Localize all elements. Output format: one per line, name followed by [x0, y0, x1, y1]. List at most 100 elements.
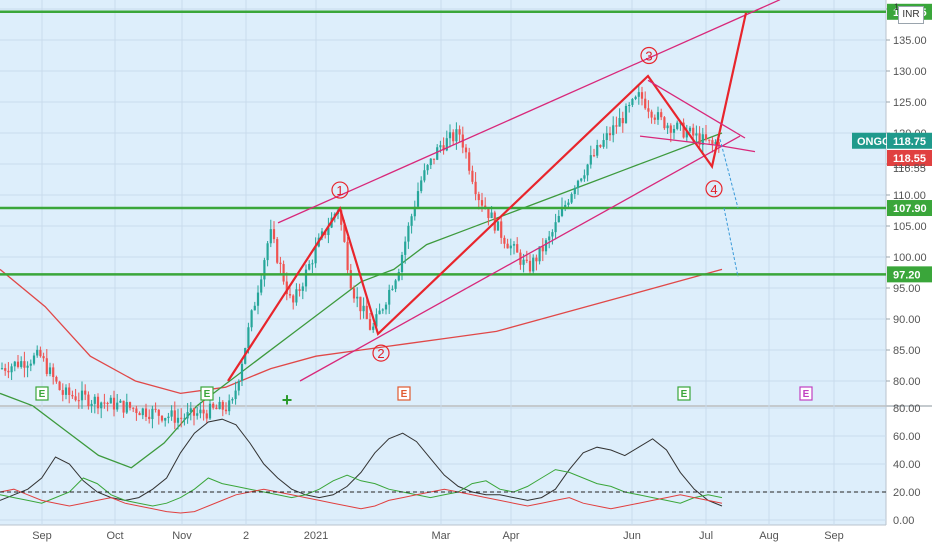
- earnings-badge-label: E: [204, 389, 211, 400]
- candle-body: [525, 259, 528, 261]
- candle-body: [688, 127, 692, 132]
- candle-body: [192, 408, 196, 416]
- symbol-tag-label: ONGC: [857, 136, 890, 148]
- candle-body: [404, 241, 407, 255]
- candle-body: [151, 408, 154, 420]
- candle-body: [695, 133, 698, 136]
- candle-body: [189, 408, 192, 413]
- wave-label-circle: [372, 344, 390, 362]
- triangle-lower-line: [639, 135, 756, 153]
- indicator-tick-label: 40.00: [893, 459, 921, 471]
- candle-body: [26, 365, 29, 368]
- candle-body: [397, 272, 400, 281]
- symbol-tag: [852, 132, 886, 149]
- candle-body: [423, 170, 426, 181]
- candle-body: [538, 246, 541, 262]
- candle-body: [301, 286, 304, 291]
- candle-body: [436, 147, 439, 160]
- candle-body: [365, 305, 368, 320]
- candle-body: [237, 380, 240, 391]
- wave-label-circle: [640, 46, 658, 65]
- candle-body: [394, 280, 397, 289]
- candle-body: [39, 349, 42, 357]
- candle-body: [64, 387, 68, 395]
- candle-body: [106, 402, 109, 404]
- candle-body: [586, 164, 589, 176]
- candle-body: [496, 221, 500, 231]
- candle-body: [528, 260, 532, 272]
- last-price-tag: [887, 132, 932, 149]
- candle-body: [288, 294, 292, 296]
- candle-body: [714, 142, 717, 144]
- drawings[interactable]: 12345: [227, 0, 781, 382]
- candle-body: [356, 296, 359, 299]
- candle-body: [391, 288, 394, 290]
- candle-body: [564, 204, 567, 208]
- candle-body: [349, 270, 352, 289]
- time-tick-label: Jul: [699, 530, 713, 542]
- candle-body: [215, 407, 218, 410]
- candle-body: [231, 399, 234, 401]
- candle-body: [701, 134, 704, 145]
- time-tick-label: Aug: [759, 530, 779, 542]
- time-tick-label: Sep: [824, 530, 844, 542]
- candle-body: [116, 402, 119, 410]
- candle-body: [458, 129, 461, 135]
- candle-body: [135, 408, 138, 414]
- time-tick-label: Oct: [106, 530, 123, 542]
- candle-body: [103, 402, 106, 404]
- time-axis[interactable]: Sep Oct Nov 2 2021 Mar Apr Jun Jul Aug Sep: [32, 530, 844, 542]
- candle-body: [660, 112, 663, 118]
- indicator-line: [0, 469, 723, 507]
- candle-body: [138, 413, 141, 416]
- candle-body: [637, 92, 640, 97]
- earnings-badges[interactable]: E E E E E +: [35, 386, 813, 410]
- candle-body: [292, 295, 295, 303]
- price-tick-label: 90.00: [893, 314, 921, 326]
- candle-body: [250, 310, 253, 328]
- candle-body: [628, 104, 631, 106]
- candle-body: [343, 224, 346, 242]
- candle-body: [560, 207, 564, 216]
- candle-body: [692, 127, 695, 136]
- candle-body: [45, 358, 48, 374]
- candle-body: [503, 237, 506, 244]
- candle-body: [685, 131, 688, 138]
- secondary-price-tag: [887, 149, 932, 166]
- horizontal-levels[interactable]: [0, 10, 886, 276]
- candle-body: [253, 305, 256, 311]
- tertiary-price-label: 116.55: [893, 163, 926, 175]
- price-tick-label: 135.00: [893, 35, 927, 47]
- currency-badge[interactable]: INR: [898, 6, 924, 24]
- candle-body: [682, 122, 685, 138]
- candle-body: [576, 180, 580, 188]
- candle-body: [474, 181, 477, 195]
- candle-body: [74, 396, 77, 401]
- candle-body: [567, 202, 570, 205]
- price-tick-label: 100.00: [893, 252, 927, 264]
- moving-average-green: [0, 132, 723, 469]
- candle-body: [55, 376, 58, 382]
- candle-body: [490, 212, 493, 219]
- candle-body: [42, 356, 45, 359]
- candle-body: [170, 410, 173, 417]
- candle-body: [708, 139, 711, 141]
- candle-body: [615, 125, 618, 127]
- candle-body: [157, 409, 160, 416]
- level-price-tag-label: 97.20: [893, 269, 921, 281]
- candle-body: [240, 363, 244, 381]
- projection-line-1: [719, 139, 739, 209]
- candle-body: [58, 381, 61, 391]
- candle-body: [208, 403, 212, 419]
- candle-body: [183, 418, 186, 420]
- candle-body: [535, 257, 538, 262]
- candle-body: [93, 396, 96, 404]
- candle-body: [228, 400, 231, 412]
- candle-body: [141, 408, 144, 416]
- wave-label-circle: [331, 181, 349, 199]
- candle-body: [448, 132, 452, 139]
- time-tick-label: Nov: [172, 530, 192, 542]
- ma-green-line: [0, 132, 723, 469]
- candle-body: [378, 310, 381, 315]
- candle-body: [180, 417, 183, 419]
